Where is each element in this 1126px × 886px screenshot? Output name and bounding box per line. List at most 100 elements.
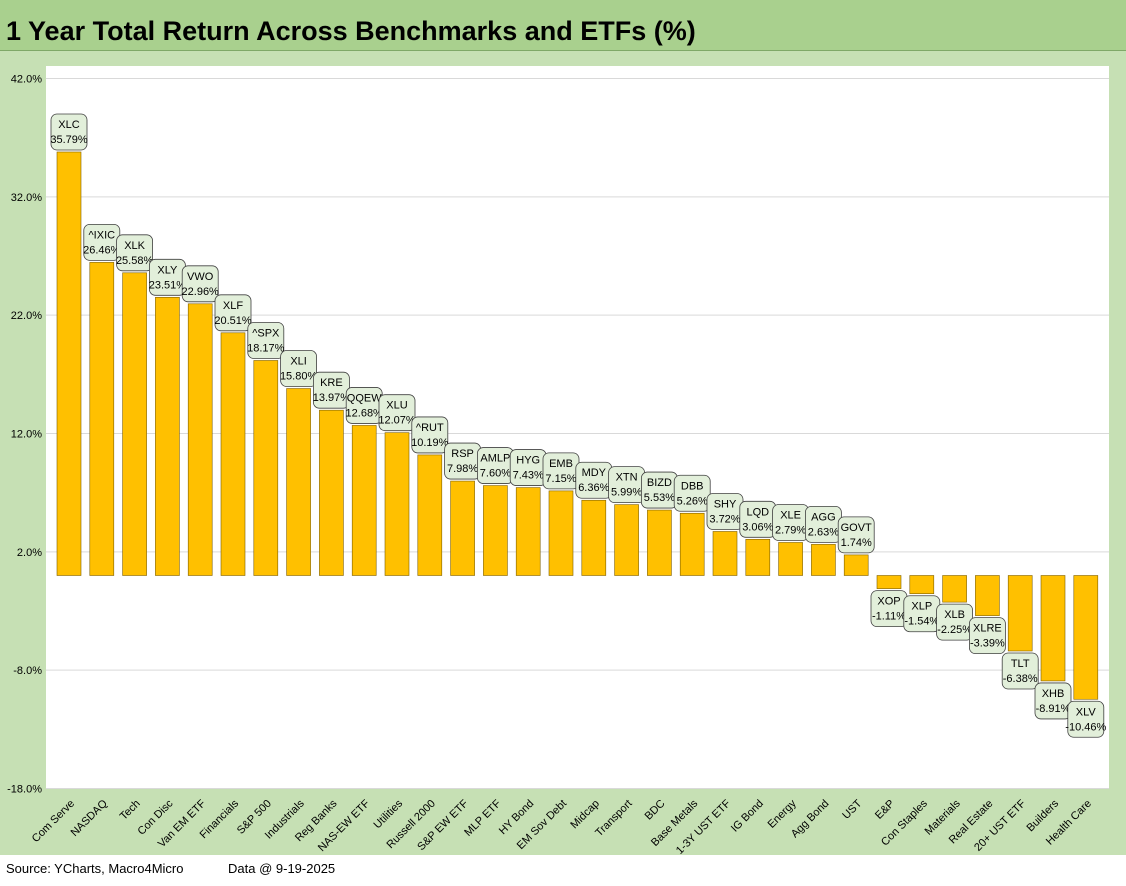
data-label: XLV -10.46% — [1065, 700, 1106, 738]
chart-title: 1 Year Total Return Across Benchmarks an… — [6, 16, 696, 46]
source-note: Source: YCharts, Macro4Micro — [6, 861, 184, 876]
data-label: TLT -6.38% — [1001, 652, 1039, 690]
y-tick-label: 32.0% — [11, 192, 42, 204]
ticker-label: XOP — [877, 596, 900, 608]
data-label: EMB 7.15% — [542, 452, 580, 490]
value-label: -8.91% — [1036, 703, 1071, 715]
value-label: -10.46% — [1065, 721, 1106, 733]
ticker-label: ^IXIC — [89, 229, 116, 241]
bar — [647, 509, 672, 576]
data-label: XLF 20.51% — [214, 294, 252, 332]
data-label: MDY 6.36% — [575, 461, 613, 499]
bar — [253, 360, 279, 576]
data-label: SHY 3.72% — [706, 493, 744, 530]
ticker-label: LQD — [746, 506, 769, 518]
x-tick-label: IG Bond — [729, 798, 766, 835]
value-label: 2.63% — [808, 526, 839, 538]
ticker-label: XLK — [124, 240, 145, 252]
ticker-label: TLT — [1011, 658, 1030, 670]
value-label: 7.15% — [545, 473, 576, 485]
data-label: BIZD 5.53% — [641, 471, 678, 509]
value-label: 5.53% — [644, 492, 675, 504]
ticker-label: XHB — [1042, 688, 1065, 700]
bar — [876, 575, 902, 589]
data-label: XLRE -3.39% — [969, 617, 1006, 655]
ticker-label: ^RUT — [416, 422, 444, 434]
bar — [745, 538, 771, 576]
y-tick-label: -18.0% — [7, 784, 42, 796]
value-label: 23.51% — [149, 279, 187, 291]
data-label-box — [280, 350, 318, 387]
data-label-box — [247, 322, 285, 359]
data-label: GOVT 1.74% — [837, 516, 875, 554]
value-label: 18.17% — [247, 342, 285, 354]
bar — [220, 332, 246, 576]
ticker-label: XLY — [157, 264, 178, 276]
value-label: -6.38% — [1003, 673, 1038, 685]
ticker-label: SHY — [714, 498, 737, 510]
bar — [286, 388, 311, 576]
value-label: 12.07% — [378, 415, 416, 427]
ticker-label: XTN — [616, 472, 638, 484]
ticker-label: VWO — [187, 271, 214, 283]
data-label: XLE 2.79% — [772, 504, 809, 541]
data-label: VWO 22.96% — [181, 265, 219, 303]
data-label-box — [181, 265, 219, 303]
y-tick-label: 22.0% — [11, 310, 42, 322]
footer: Source: YCharts, Macro4Micro Data @ 9-19… — [0, 855, 1126, 886]
data-label: ^SPX 18.17% — [247, 322, 285, 359]
ticker-label: XLE — [780, 509, 801, 521]
value-label: 3.06% — [742, 521, 773, 533]
bar — [1073, 575, 1099, 700]
ticker-label: XLB — [944, 609, 965, 621]
ticker-label: RSP — [451, 448, 474, 460]
value-label: 20.51% — [214, 315, 252, 327]
bar — [548, 490, 574, 576]
bar — [975, 575, 1000, 616]
data-date-note: Data @ 9-19-2025 — [228, 861, 336, 876]
data-label-box — [1067, 700, 1105, 738]
data-label: XLY 23.51% — [149, 258, 187, 296]
bar — [450, 480, 475, 576]
ticker-label: AMLP — [480, 453, 510, 465]
data-label-box — [378, 394, 416, 432]
data-label-box — [1001, 652, 1039, 690]
ticker-label: XLU — [386, 400, 407, 412]
value-label: 7.98% — [447, 463, 478, 475]
data-label: XTN 5.99% — [608, 466, 645, 504]
ticker-label: ^SPX — [252, 327, 280, 339]
ticker-label: DBB — [681, 480, 704, 492]
data-label: KRE 13.97% — [313, 371, 350, 409]
ticker-label: BIZD — [647, 477, 672, 489]
ticker-label: XLI — [290, 356, 307, 368]
bar — [614, 504, 639, 576]
value-label: 6.36% — [578, 482, 609, 494]
y-tick-label: -8.0% — [13, 665, 42, 677]
value-label: 10.19% — [411, 437, 449, 449]
bar — [581, 499, 607, 576]
bar — [483, 485, 508, 576]
y-tick-label: 2.0% — [17, 547, 42, 559]
title-bar: 1 Year Total Return Across Benchmarks an… — [0, 0, 1126, 51]
data-label-box — [673, 474, 711, 512]
ticker-label: XLV — [1076, 706, 1097, 718]
value-label: 26.46% — [83, 244, 121, 256]
data-label: XLI 15.80% — [280, 350, 318, 387]
value-label: -1.11% — [872, 611, 906, 623]
data-label: ^RUT 10.19% — [411, 416, 449, 454]
value-label: 25.58% — [116, 255, 154, 267]
data-label: DBB 5.26% — [673, 474, 711, 512]
bar — [811, 544, 836, 576]
y-tick-label: 42.0% — [11, 74, 42, 86]
bar — [122, 272, 147, 576]
value-label: 3.72% — [709, 513, 740, 525]
x-tick-label: MLP ETF — [462, 797, 503, 838]
data-label: ^IXIC 26.46% — [83, 223, 121, 261]
ticker-label: XLF — [223, 300, 243, 312]
value-label: 35.79% — [50, 134, 88, 146]
bar — [679, 512, 705, 576]
bar — [1040, 575, 1066, 682]
bar — [56, 151, 82, 576]
data-label: AMLP 7.60% — [476, 447, 514, 484]
ticker-label: EMB — [549, 458, 573, 470]
